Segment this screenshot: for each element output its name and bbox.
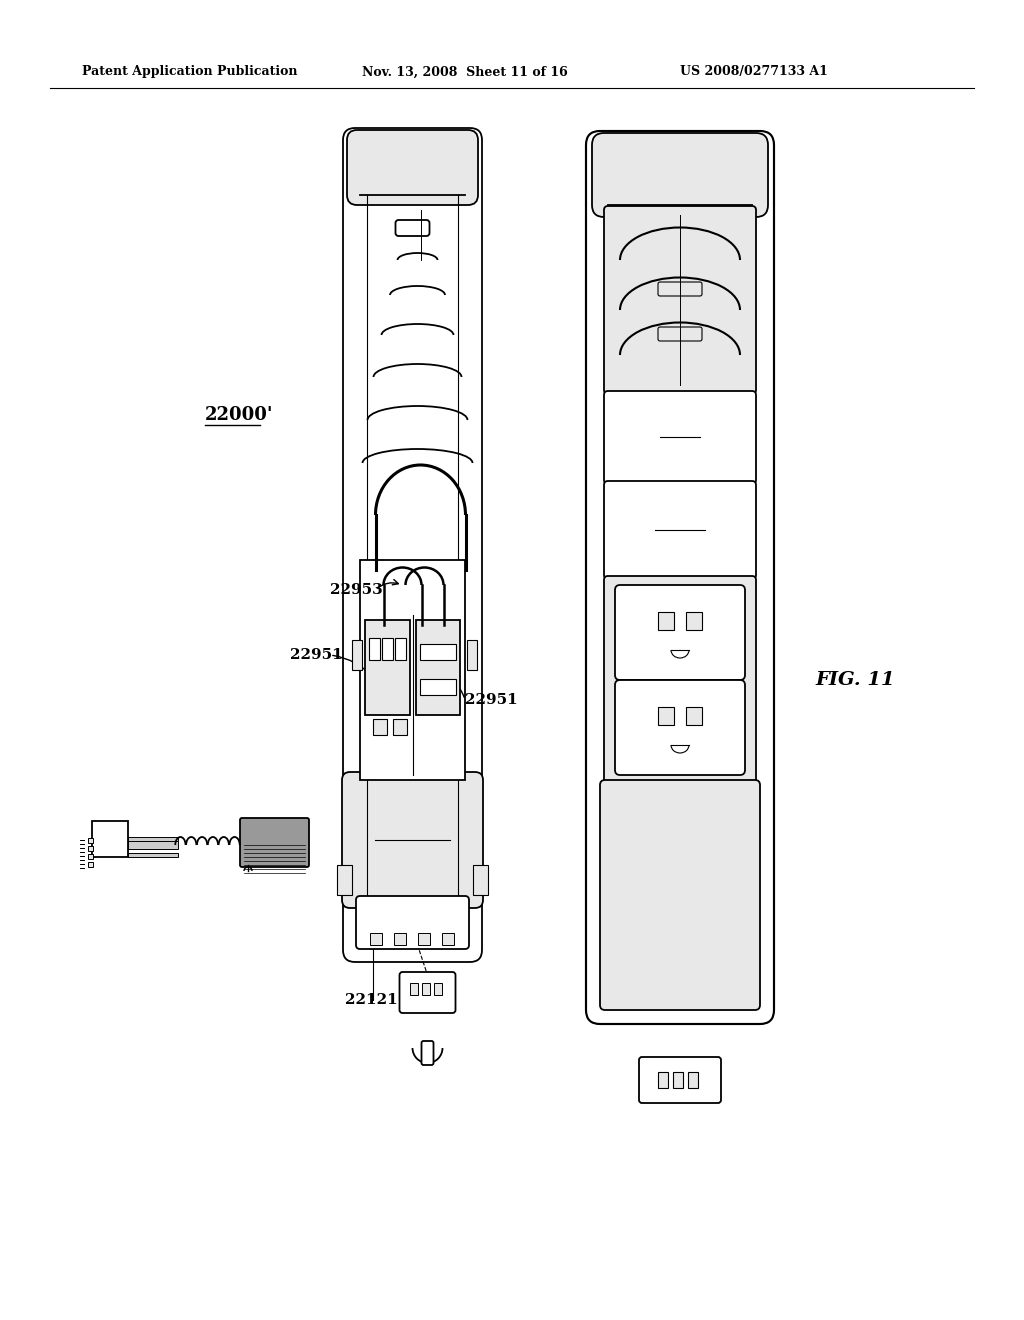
Text: Patent Application Publication: Patent Application Publication	[82, 66, 298, 78]
Bar	[369, 638, 380, 660]
FancyBboxPatch shape	[586, 131, 774, 1024]
FancyBboxPatch shape	[347, 129, 478, 205]
Bar	[433, 983, 441, 995]
Bar	[92, 821, 128, 857]
Bar	[658, 1072, 668, 1088]
FancyBboxPatch shape	[600, 780, 760, 1010]
Text: FIG. 11: FIG. 11	[815, 671, 895, 689]
Bar	[686, 708, 702, 725]
Bar	[128, 837, 178, 841]
Text: 22951: 22951	[465, 693, 518, 708]
FancyBboxPatch shape	[399, 972, 456, 1012]
FancyBboxPatch shape	[604, 391, 756, 484]
Text: Nov. 13, 2008  Sheet 11 of 16: Nov. 13, 2008 Sheet 11 of 16	[362, 66, 567, 78]
Bar	[467, 640, 477, 671]
Text: 22951: 22951	[290, 648, 343, 663]
Bar	[420, 644, 456, 660]
Bar	[370, 933, 382, 945]
Bar	[393, 719, 407, 735]
FancyBboxPatch shape	[639, 1057, 721, 1104]
FancyBboxPatch shape	[615, 585, 745, 680]
FancyBboxPatch shape	[658, 327, 702, 341]
Bar	[420, 678, 456, 696]
FancyBboxPatch shape	[615, 680, 745, 775]
Bar	[416, 620, 460, 715]
Bar	[88, 862, 93, 867]
FancyBboxPatch shape	[422, 1041, 433, 1065]
Bar	[352, 640, 362, 671]
FancyBboxPatch shape	[240, 818, 309, 867]
Text: US 2008/0277133 A1: US 2008/0277133 A1	[680, 66, 827, 78]
FancyBboxPatch shape	[604, 480, 756, 579]
Bar	[442, 933, 454, 945]
Bar	[418, 933, 430, 945]
Text: 22121: 22121	[345, 993, 397, 1007]
Bar	[88, 838, 93, 843]
FancyBboxPatch shape	[395, 220, 429, 236]
FancyBboxPatch shape	[658, 282, 702, 296]
Text: 22000': 22000'	[205, 407, 273, 424]
Bar	[365, 620, 410, 715]
Bar	[686, 612, 702, 630]
Bar	[88, 854, 93, 859]
Bar	[128, 853, 178, 857]
Bar	[382, 638, 392, 660]
FancyBboxPatch shape	[343, 128, 482, 962]
Bar	[422, 983, 429, 995]
Bar	[337, 865, 352, 895]
FancyBboxPatch shape	[356, 896, 469, 949]
Text: 22953: 22953	[330, 583, 383, 597]
Bar	[473, 865, 488, 895]
Bar	[673, 1072, 683, 1088]
Bar	[410, 983, 418, 995]
Bar	[394, 638, 406, 660]
Bar	[360, 560, 465, 780]
Bar	[128, 841, 178, 849]
Bar	[658, 612, 674, 630]
Bar	[658, 708, 674, 725]
FancyBboxPatch shape	[604, 576, 756, 784]
FancyBboxPatch shape	[342, 772, 483, 908]
Bar	[688, 1072, 698, 1088]
FancyBboxPatch shape	[604, 206, 756, 393]
Bar	[394, 933, 406, 945]
Bar	[88, 846, 93, 851]
Bar	[373, 719, 387, 735]
FancyBboxPatch shape	[592, 133, 768, 216]
